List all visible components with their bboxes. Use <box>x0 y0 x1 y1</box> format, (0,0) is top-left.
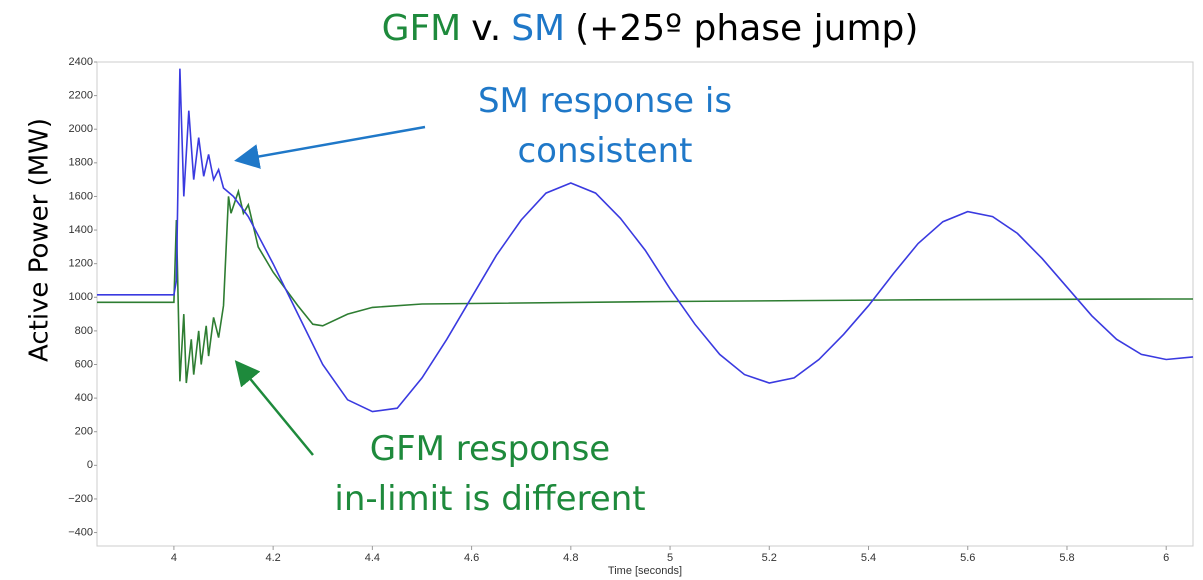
title-part: SM <box>511 8 565 49</box>
series-line <box>97 188 1193 384</box>
x-tick-label: 4.2 <box>265 552 280 564</box>
arrow <box>234 360 314 456</box>
y-tick-label: 2200 <box>69 90 93 102</box>
y-tick-label: 1800 <box>69 157 93 169</box>
y-tick-label: 600 <box>75 358 93 370</box>
y-tick-label: 800 <box>75 325 93 337</box>
title-part: (+25º phase jump) <box>575 8 918 49</box>
annotation-line: in-limit is different <box>334 479 645 519</box>
title-part: GFM <box>382 8 462 49</box>
x-tick-label: 5.2 <box>762 552 777 564</box>
y-tick-label: 1400 <box>69 224 93 236</box>
annotation-line: consistent <box>517 131 692 171</box>
x-axis-label: Time [seconds] <box>608 565 682 577</box>
y-tick-label: 0 <box>87 459 93 471</box>
y-tick-label: −200 <box>68 493 93 505</box>
annotation: SM response is consistent <box>478 81 732 171</box>
title-part: v. <box>471 8 501 49</box>
y-tick-label: 2400 <box>69 56 93 68</box>
x-tick-label: 6 <box>1163 552 1169 564</box>
annotation-line: SM response is <box>478 81 732 121</box>
arrow <box>234 125 426 169</box>
x-tick-label: 4.8 <box>563 552 578 564</box>
annotation: GFM response in-limit is different <box>334 429 645 519</box>
y-tick-label: 1000 <box>69 291 93 303</box>
x-tick-label: 5 <box>667 552 673 564</box>
series-line <box>97 68 1194 413</box>
x-tick-label: 4.4 <box>365 552 380 564</box>
y-tick-label: 2000 <box>69 123 93 135</box>
y-tick-label: −400 <box>68 526 93 538</box>
y-tick-label: 400 <box>75 392 93 404</box>
y-tick-label: 200 <box>75 426 93 438</box>
x-tick-label: 5.8 <box>1059 552 1074 564</box>
x-tick-label: 4.6 <box>464 552 479 564</box>
x-tick-label: 4 <box>171 552 177 564</box>
chart-title: GFM v. SM (+25º phase jump) <box>382 8 919 49</box>
y-tick-label: 1600 <box>69 190 93 202</box>
x-tick-label: 5.4 <box>861 552 876 564</box>
annotation-line: GFM response <box>370 429 610 469</box>
plot-frame <box>96 61 1194 547</box>
y-tick-label: 1200 <box>69 258 93 270</box>
y-axis-label: Active Power (MW) <box>25 118 55 362</box>
x-tick-label: 5.6 <box>960 552 975 564</box>
